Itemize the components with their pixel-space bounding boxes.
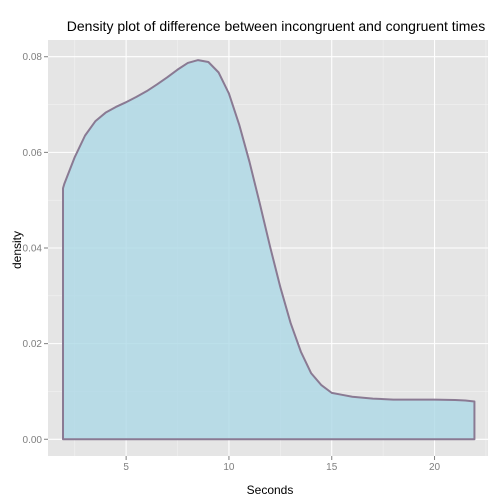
x-tick-label: 20 [429, 462, 441, 473]
x-axis-label: Seconds [247, 483, 294, 497]
x-tick-label: 5 [123, 462, 129, 473]
density-area [62, 59, 476, 441]
y-tick-label: 0.08 [23, 52, 43, 63]
y-axis: 0.00 0.02 0.04 0.06 0.08 [23, 52, 48, 446]
y-tick-label: 0.04 [23, 244, 43, 255]
x-axis: 5 10 15 20 [123, 456, 441, 473]
x-tick-label: 10 [223, 462, 235, 473]
y-axis-label: density [10, 231, 24, 269]
chart-title: Density plot of difference between incon… [67, 18, 485, 34]
y-tick-label: 0.02 [23, 339, 43, 350]
x-tick-label: 15 [326, 462, 338, 473]
y-tick-label: 0.00 [23, 435, 43, 446]
density-series [62, 59, 476, 441]
y-tick-label: 0.06 [23, 148, 43, 159]
